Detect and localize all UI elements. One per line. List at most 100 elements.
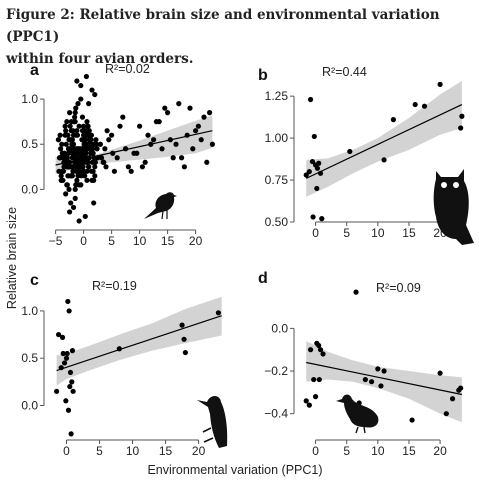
x-tick-label: 20 bbox=[189, 234, 203, 248]
x-tick-label: 0 bbox=[80, 234, 87, 248]
data-point bbox=[70, 168, 76, 174]
data-point bbox=[437, 81, 443, 87]
y-axis-label: Relative brain size bbox=[5, 207, 19, 309]
data-point bbox=[93, 137, 99, 143]
songbird-icon-body bbox=[144, 192, 177, 219]
data-point bbox=[74, 177, 80, 183]
data-point bbox=[60, 350, 66, 357]
x-tick-label: 5 bbox=[108, 234, 115, 248]
data-point bbox=[72, 195, 78, 201]
data-point bbox=[75, 101, 81, 107]
data-point bbox=[67, 369, 74, 376]
data-point bbox=[362, 376, 368, 383]
data-point bbox=[86, 101, 92, 107]
data-point bbox=[64, 119, 70, 125]
data-point bbox=[309, 158, 316, 165]
data-point bbox=[145, 132, 151, 138]
panel-c: 0 5 10 15 20 0.0 0.5 1.0 c R²=0.19 bbox=[21, 272, 228, 458]
data-point bbox=[69, 379, 75, 385]
data-point bbox=[312, 394, 319, 400]
data-point bbox=[66, 308, 72, 314]
x-tick-label: 20 bbox=[433, 444, 447, 458]
data-point bbox=[320, 351, 326, 357]
x-tick-label: 0 bbox=[63, 444, 70, 458]
data-point bbox=[68, 431, 74, 437]
caption-line-2: within four avian orders. bbox=[6, 51, 194, 67]
x-tick-label: 5 bbox=[343, 226, 350, 240]
data-point bbox=[69, 164, 75, 170]
data-point bbox=[60, 155, 66, 161]
x-tick-label: 15 bbox=[402, 444, 416, 458]
data-point bbox=[82, 137, 88, 143]
data-point bbox=[62, 132, 68, 138]
data-point bbox=[92, 173, 98, 179]
data-point bbox=[83, 73, 89, 80]
data-point bbox=[310, 214, 316, 220]
data-point bbox=[55, 331, 62, 338]
figure-caption: Figure 2: Relative brain size and enviro… bbox=[6, 4, 476, 70]
data-point bbox=[125, 164, 131, 170]
y-tick-label: 0.0 bbox=[271, 321, 288, 335]
data-point bbox=[92, 159, 98, 165]
y-tick-label: 1.00 bbox=[265, 131, 289, 145]
data-point bbox=[81, 141, 87, 147]
panel-label: a bbox=[30, 62, 39, 79]
data-point bbox=[443, 411, 449, 417]
data-point bbox=[117, 123, 123, 129]
data-point bbox=[69, 348, 76, 354]
y-tick-label: 0.75 bbox=[265, 173, 289, 187]
data-point bbox=[59, 334, 66, 341]
x-tick-label: 5 bbox=[343, 444, 350, 458]
woodpecker-icon-feet bbox=[202, 427, 214, 443]
data-point bbox=[79, 114, 86, 120]
data-point bbox=[316, 342, 322, 349]
data-point bbox=[90, 150, 96, 156]
data-point bbox=[314, 165, 321, 171]
data-point bbox=[86, 164, 92, 170]
data-point bbox=[63, 355, 70, 361]
woodpecker-icon-body bbox=[197, 396, 228, 448]
data-point bbox=[64, 350, 70, 357]
owl-icon bbox=[433, 169, 474, 245]
data-point bbox=[68, 200, 74, 206]
data-point bbox=[181, 336, 187, 342]
r-squared-annotation: R²=0.44 bbox=[322, 65, 367, 79]
data-point bbox=[59, 141, 65, 147]
data-point bbox=[84, 132, 90, 138]
x-tick-label: 5 bbox=[96, 444, 103, 458]
data-point bbox=[65, 407, 72, 413]
data-point bbox=[61, 164, 67, 170]
y-tick-label: 0.0 bbox=[21, 182, 38, 196]
data-point bbox=[102, 146, 108, 152]
data-point bbox=[83, 128, 89, 134]
data-point bbox=[137, 123, 143, 129]
data-point bbox=[114, 155, 120, 161]
y-tick-label: −0.4 bbox=[264, 407, 288, 421]
panel-b: 0 5 10 15 200.500.751.001.25b R²=0.44 bbox=[258, 65, 474, 245]
data-point bbox=[193, 128, 199, 134]
data-point bbox=[316, 376, 322, 383]
y-tick-label: 1.0 bbox=[21, 92, 38, 106]
songbird-icon-legs bbox=[161, 210, 168, 220]
data-point bbox=[111, 168, 117, 174]
data-point bbox=[66, 186, 72, 192]
data-point bbox=[54, 388, 60, 394]
data-point bbox=[159, 146, 165, 152]
data-point bbox=[78, 159, 84, 165]
data-point bbox=[458, 125, 464, 131]
data-point bbox=[74, 128, 80, 134]
small-songbird-icon bbox=[144, 192, 177, 220]
data-point bbox=[98, 155, 105, 161]
data-point bbox=[303, 172, 309, 178]
r-squared-annotation: R²=0.09 bbox=[376, 281, 421, 295]
data-point bbox=[215, 310, 221, 316]
data-point bbox=[181, 164, 187, 170]
grouse-icon-body bbox=[336, 394, 379, 428]
regression-line bbox=[305, 103, 463, 179]
owl-icon-eye-left bbox=[441, 182, 447, 188]
data-point bbox=[101, 159, 107, 165]
x-tick-label: 0 bbox=[312, 444, 319, 458]
data-point bbox=[187, 105, 193, 111]
data-point bbox=[437, 370, 443, 376]
data-point bbox=[104, 128, 110, 134]
